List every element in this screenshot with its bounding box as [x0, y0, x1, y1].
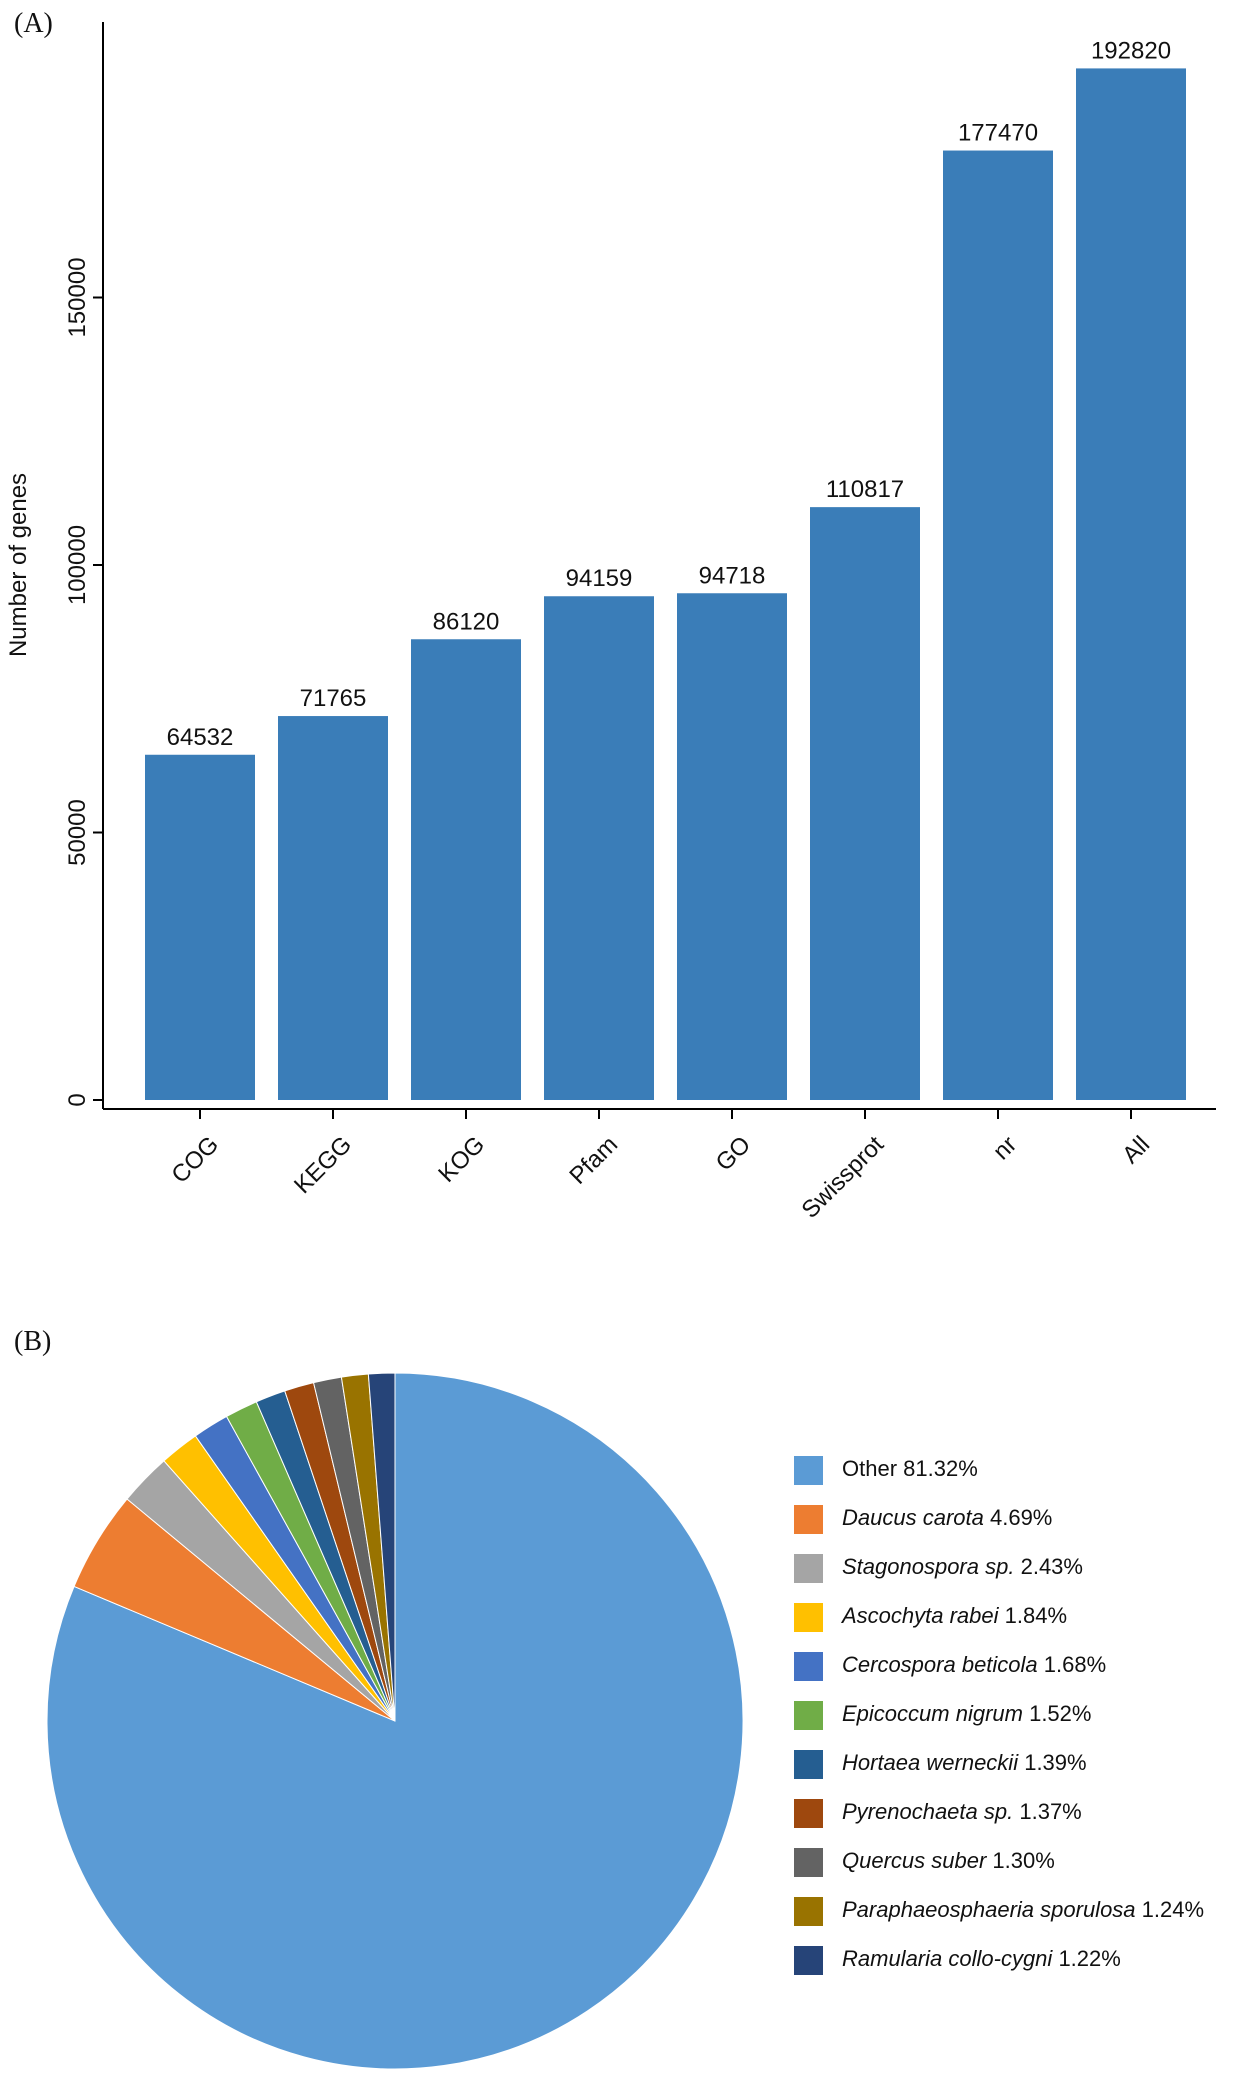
bar	[1076, 68, 1186, 1101]
bar	[810, 507, 920, 1101]
legend-label: Epicoccum nigrum 1.52%	[842, 1701, 1091, 1726]
legend-value: 81.32%	[903, 1456, 978, 1481]
legend-name: Cercospora beticola	[842, 1652, 1038, 1677]
x-tick-label: KOG	[433, 1131, 490, 1188]
x-tick-label: COG	[166, 1131, 224, 1189]
legend-label: Quercus suber 1.30%	[842, 1848, 1055, 1873]
legend-swatch	[794, 1848, 823, 1877]
bar	[943, 150, 1053, 1100]
legend-value: 2.43%	[1021, 1554, 1083, 1579]
value-label: 177470	[958, 120, 1038, 147]
legend-value: 1.24%	[1142, 1897, 1204, 1922]
pie-slice	[367, 1372, 396, 1722]
panel-label: (B)	[14, 1326, 51, 1357]
legend-value: 4.69%	[990, 1505, 1052, 1530]
value-label: 94159	[566, 565, 633, 592]
legend-label: Other 81.32%	[842, 1456, 978, 1481]
legend-swatch	[794, 1603, 823, 1632]
value-label: 110817	[826, 476, 904, 503]
legend-value: 1.39%	[1024, 1750, 1086, 1775]
legend-swatch	[794, 1897, 823, 1926]
bar	[278, 716, 388, 1100]
y-tick-label: 150000	[64, 257, 91, 337]
legend-label: Ascochyta rabei 1.84%	[840, 1603, 1067, 1628]
legend-name: Ascochyta rabei	[840, 1603, 1000, 1628]
x-tick-label: Swissprot	[796, 1131, 889, 1224]
y-axis-title: Number of genes	[5, 473, 32, 657]
legend-swatch	[794, 1456, 823, 1485]
legend-label: Paraphaeosphaeria sporulosa 1.24%	[842, 1897, 1204, 1922]
legend-value: 1.37%	[1019, 1799, 1081, 1824]
legend-label: Stagonospora sp. 2.43%	[842, 1554, 1083, 1579]
value-label: 94718	[699, 562, 766, 589]
x-tick-label: GO	[711, 1131, 756, 1176]
bar	[544, 596, 654, 1100]
legend-swatch	[794, 1750, 823, 1779]
legend-swatch	[794, 1554, 823, 1583]
value-label: 192820	[1091, 37, 1171, 64]
legend-name: Pyrenochaeta sp.	[842, 1799, 1013, 1824]
y-tick-label: 50000	[64, 799, 91, 866]
bar	[145, 754, 255, 1100]
legend-name: Other	[842, 1456, 897, 1481]
legend-value: 1.52%	[1029, 1701, 1091, 1726]
x-tick-label: All	[1117, 1131, 1155, 1169]
x-tick-label: KEGG	[289, 1131, 357, 1199]
value-label: 64532	[167, 724, 234, 751]
legend-name: Ramularia collo-cygni	[842, 1946, 1053, 1971]
pie-slice	[46, 1372, 744, 2070]
legend-label: Daucus carota 4.69%	[842, 1505, 1052, 1530]
legend-swatch	[794, 1652, 823, 1681]
legend-name: Hortaea werneckii	[842, 1750, 1019, 1775]
y-tick-label: 0	[64, 1093, 91, 1106]
value-label: 71765	[300, 685, 367, 712]
panel-label: (A)	[14, 8, 53, 39]
legend-name: Quercus suber	[842, 1848, 988, 1873]
legend-name: Daucus carota	[842, 1505, 984, 1530]
legend-swatch	[794, 1701, 823, 1730]
legend-value: 1.68%	[1044, 1652, 1106, 1677]
legend-label: Hortaea werneckii 1.39%	[842, 1750, 1087, 1775]
legend-swatch	[794, 1946, 823, 1975]
legend-swatch	[794, 1505, 823, 1534]
legend-name: Paraphaeosphaeria sporulosa	[842, 1897, 1136, 1922]
legend-label: Ramularia collo-cygni 1.22%	[842, 1946, 1121, 1971]
legend-name: Stagonospora sp.	[842, 1554, 1014, 1579]
value-label: 86120	[433, 608, 500, 635]
legend-name: Epicoccum nigrum	[842, 1701, 1023, 1726]
legend-value: 1.84%	[1005, 1603, 1067, 1628]
bar	[677, 593, 787, 1100]
x-tick-label: nr	[988, 1131, 1022, 1165]
legend-value: 1.30%	[992, 1848, 1054, 1873]
legend-label: Pyrenochaeta sp. 1.37%	[842, 1799, 1082, 1824]
x-tick-label: Pfam	[564, 1131, 623, 1190]
legend-value: 1.22%	[1058, 1946, 1120, 1971]
legend-swatch	[794, 1799, 823, 1828]
legend-label: Cercospora beticola 1.68%	[842, 1652, 1106, 1677]
y-tick-label: 100000	[64, 525, 91, 605]
bar	[411, 639, 521, 1100]
